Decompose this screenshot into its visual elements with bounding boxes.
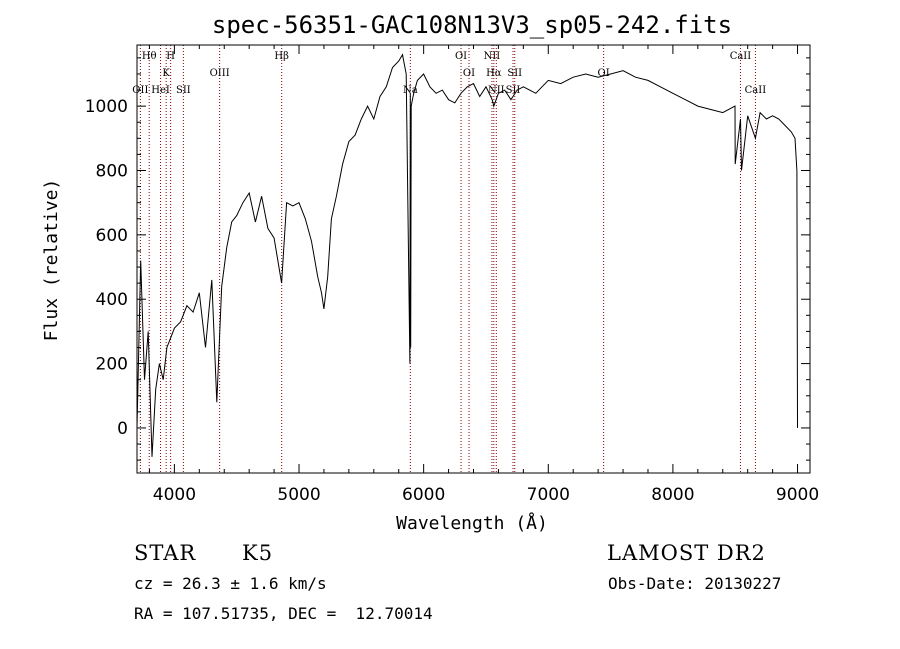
- x-tick-label: 4000: [153, 485, 196, 505]
- y-tick-label: 0: [117, 419, 128, 439]
- spectrum-series: [136, 53, 798, 457]
- y-tick-label: 200: [96, 355, 128, 375]
- x-axis-ticks: 4000 5000 6000 7000 8000 9000: [148, 45, 819, 505]
- y-axis-ticks: 0 200 400 600 800 1000: [85, 57, 810, 461]
- x-tick-label: 5000: [277, 485, 320, 505]
- sky-coordinates: RA = 107.51735, DEC = 12.70014: [134, 604, 433, 623]
- line-marker-label: Hθ: [142, 51, 157, 62]
- line-marker-label: Hβ: [274, 51, 289, 62]
- y-tick-label: 600: [96, 226, 128, 246]
- line-marker-label: K: [162, 68, 170, 79]
- object-subclass: K5: [242, 541, 274, 565]
- line-marker-label: SII: [176, 85, 191, 96]
- line-marker-label: SII: [507, 68, 522, 79]
- x-tick-label: 9000: [776, 485, 819, 505]
- y-tick-label: 400: [96, 290, 128, 310]
- line-marker-label: Na: [403, 85, 418, 96]
- line-marker-label: NII: [484, 51, 501, 62]
- line-marker-label: OI: [463, 68, 475, 79]
- x-axis-label: Wavelength (Å): [396, 512, 548, 534]
- survey-name: LAMOST DR2: [607, 541, 766, 565]
- line-marker-label: OI: [455, 51, 467, 62]
- line-marker-label: OI: [598, 68, 610, 79]
- line-marker-label: OIII: [210, 68, 230, 79]
- observation-date: Obs-Date: 20130227: [608, 574, 782, 593]
- line-marker-label: H: [166, 51, 175, 62]
- spectrum-line: [136, 53, 798, 457]
- chart-title: spec-56351-GAC108N13V3_sp05-242.fits: [212, 11, 732, 39]
- y-tick-label: 1000: [85, 97, 128, 117]
- redshift-velocity: cz = 26.3 ± 1.6 km/s: [134, 574, 327, 593]
- line-marker-label: HeI: [151, 85, 170, 96]
- x-tick-label: 8000: [651, 485, 694, 505]
- line-marker-label: SII: [506, 85, 521, 96]
- line-marker-label: NII: [488, 85, 505, 96]
- x-tick-label: 6000: [402, 485, 445, 505]
- object-class: STAR: [134, 541, 197, 565]
- line-marker-label: CaII: [730, 51, 752, 62]
- x-tick-label: 7000: [527, 485, 570, 505]
- line-marker-label: CaII: [745, 85, 767, 96]
- line-marker-label: Hα: [486, 68, 502, 79]
- y-axis-label: Flux (relative): [41, 179, 62, 342]
- y-tick-label: 800: [96, 162, 128, 182]
